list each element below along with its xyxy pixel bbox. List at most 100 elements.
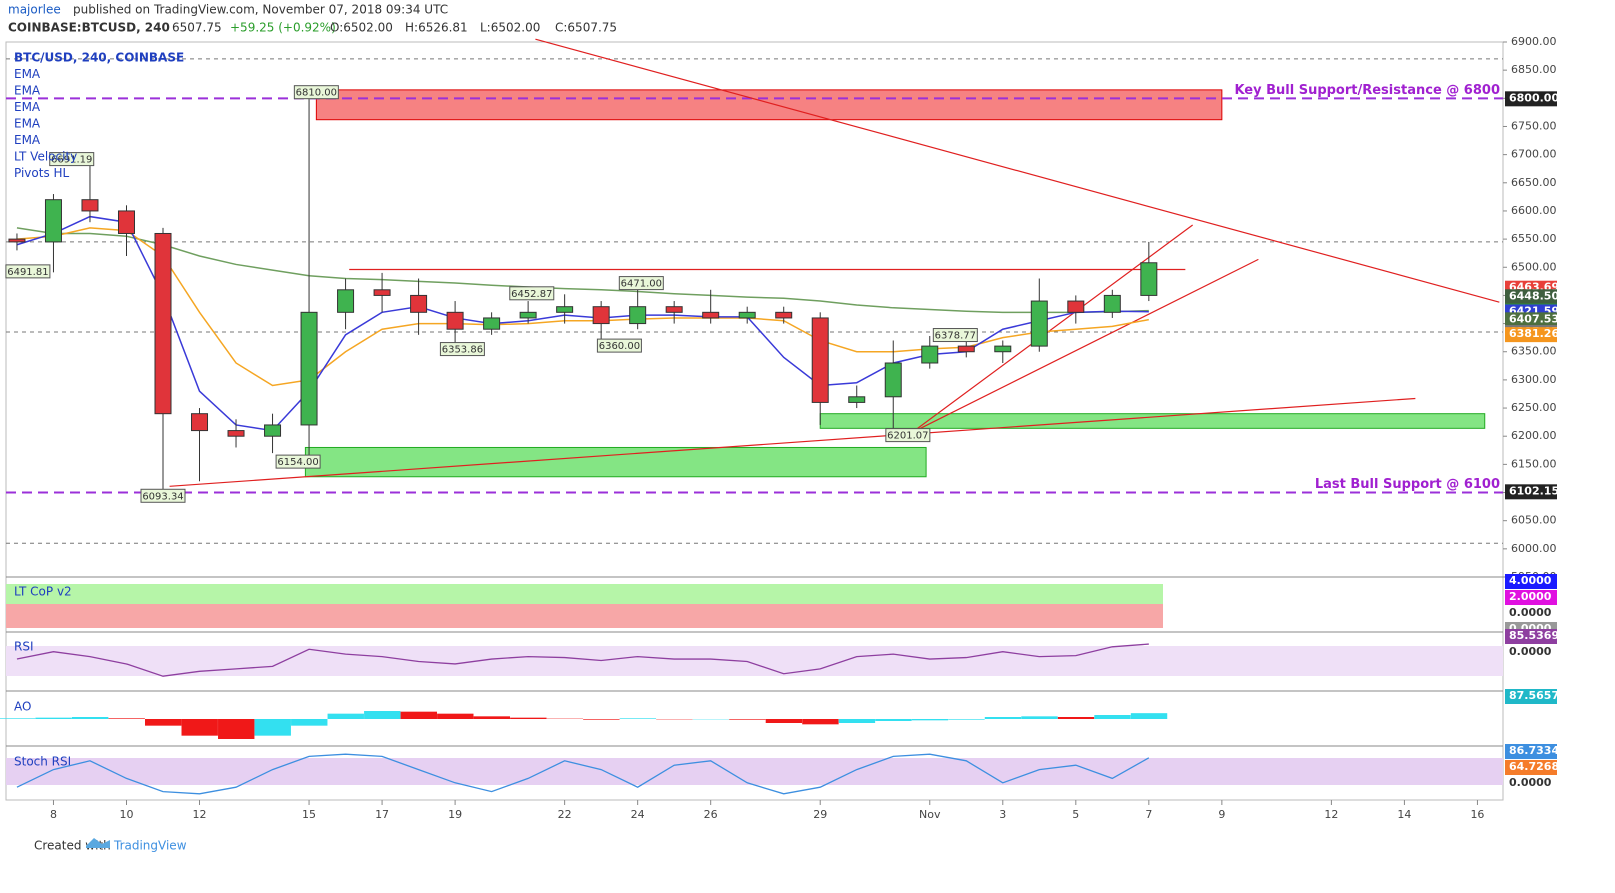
symbol: COINBASE:BTCUSD, 240	[8, 21, 170, 35]
ao-bar	[1058, 717, 1094, 719]
panel-label: 0.0000	[1509, 606, 1552, 619]
ao-bar	[0, 718, 35, 719]
panel-title: AO	[14, 700, 31, 714]
y-tick-label: 6600.00	[1511, 204, 1557, 217]
ao-bar	[437, 714, 473, 719]
x-tick-label: 17	[375, 808, 389, 821]
panel-label: 2.0000	[1509, 590, 1552, 603]
ao-bar	[108, 718, 144, 719]
pivot-label: 6378.77	[935, 331, 976, 342]
ao-bar	[218, 719, 254, 739]
candle-body	[447, 312, 463, 329]
candle-body	[520, 312, 536, 318]
pivot-label: 6093.34	[142, 491, 183, 502]
x-tick-label: 19	[448, 808, 462, 821]
candle-body	[703, 312, 719, 318]
ao-bar	[766, 719, 802, 723]
price: 6507.75	[172, 21, 222, 35]
candle-body	[1068, 301, 1084, 312]
ao-bar	[474, 716, 510, 719]
ao-bar	[1094, 715, 1130, 719]
candle-body	[484, 318, 500, 329]
y-tick-label: 6550.00	[1511, 232, 1557, 245]
x-tick-label: 15	[302, 808, 316, 821]
ao-bar	[364, 711, 400, 719]
candle-body	[82, 200, 98, 211]
x-tick-label: Nov	[919, 808, 941, 821]
panel-label: 0.0000	[1509, 776, 1552, 789]
candle-body	[995, 346, 1011, 352]
x-tick-label: 5	[1072, 808, 1079, 821]
ao-bar	[291, 719, 327, 726]
pivot-label: 6471.00	[621, 279, 662, 290]
ao-bar	[328, 714, 364, 719]
pivot-label: 6452.87	[511, 289, 552, 300]
candle-body	[338, 290, 354, 313]
panel-label: 85.5369	[1509, 629, 1559, 642]
cop-upper	[6, 584, 1163, 604]
high: H:6526.81	[405, 21, 468, 35]
ao-bar	[255, 719, 291, 736]
candle-body	[118, 211, 134, 234]
candle-body	[45, 200, 61, 242]
candle-body	[922, 346, 938, 363]
y-tick-label: 6650.00	[1511, 176, 1557, 189]
annotation: Key Bull Support/Resistance @ 6800	[1234, 83, 1500, 98]
ao-bar	[802, 719, 838, 724]
candle-body	[155, 233, 171, 413]
panel-label: 4.0000	[1509, 574, 1552, 587]
panel-label: 0.0000	[1509, 645, 1552, 658]
legend-entry: Pivots HL	[14, 166, 70, 180]
x-tick-label: 26	[704, 808, 718, 821]
y-tick-label: 6500.00	[1511, 260, 1557, 273]
legend-entry: EMA	[14, 67, 41, 81]
ao-bar	[839, 719, 875, 723]
price-label: 6800.00	[1509, 91, 1559, 104]
candle-body	[557, 307, 573, 313]
pivot-label: 6201.07	[887, 431, 928, 442]
panel-label: 87.5657	[1509, 689, 1559, 702]
candle-body	[849, 397, 865, 403]
x-tick-label: 24	[631, 808, 645, 821]
pivot-label: 6810.00	[296, 88, 337, 99]
y-tick-label: 6000.00	[1511, 542, 1557, 555]
y-tick-label: 6300.00	[1511, 373, 1557, 386]
x-tick-label: 10	[119, 808, 133, 821]
x-tick-label: 16	[1470, 808, 1484, 821]
candle-body	[666, 307, 682, 313]
x-tick-label: 22	[558, 808, 572, 821]
pivot-label: 6353.86	[442, 345, 483, 356]
x-tick-label: 29	[813, 808, 827, 821]
y-tick-label: 6050.00	[1511, 514, 1557, 527]
candle-body	[265, 425, 281, 436]
x-tick-label: 14	[1397, 808, 1411, 821]
footer-brand[interactable]: TradingView	[113, 839, 187, 853]
legend-entry: LT Velocity	[14, 150, 77, 164]
open: O:6502.00	[330, 21, 393, 35]
pivot-label: 6491.81	[7, 267, 48, 278]
panel-label: 86.7334	[1509, 744, 1559, 757]
author[interactable]: majorlee	[8, 3, 61, 17]
x-tick-label: 12	[1324, 808, 1338, 821]
x-tick-label: 7	[1145, 808, 1152, 821]
candle-body	[739, 312, 755, 318]
legend-entry: EMA	[14, 100, 41, 114]
pivot-label: 6360.00	[599, 341, 640, 352]
stoch-band	[6, 758, 1503, 785]
change: +59.25 (+0.92%)	[230, 21, 336, 35]
cop-lower	[6, 604, 1163, 628]
zone	[305, 447, 926, 476]
rsi-band	[6, 646, 1503, 676]
low: L:6502.00	[480, 21, 540, 35]
candle-body	[885, 363, 901, 397]
ao-bar	[35, 718, 71, 719]
price-label: 6407.53	[1509, 312, 1559, 325]
ao-bar	[145, 719, 181, 726]
pivot-label: 6154.00	[277, 457, 318, 468]
zone	[316, 90, 1222, 120]
candle-body	[1141, 263, 1157, 296]
legend-entry: EMA	[14, 84, 41, 98]
ao-bar	[182, 719, 218, 736]
ao-bar	[875, 719, 911, 721]
ao-bar	[510, 718, 546, 719]
